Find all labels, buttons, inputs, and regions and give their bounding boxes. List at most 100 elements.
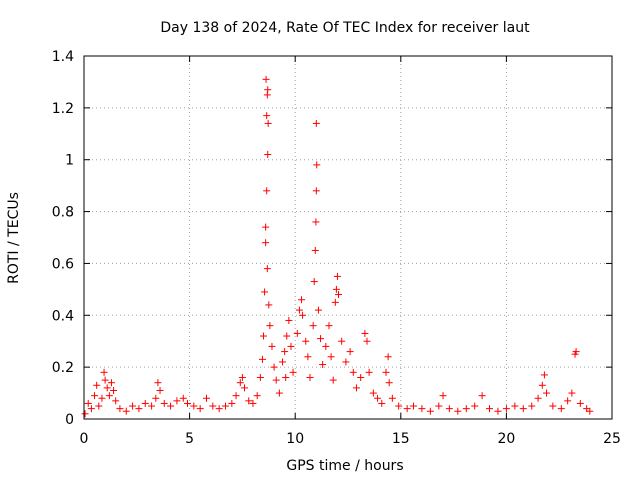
data-point bbox=[156, 386, 164, 394]
data-point bbox=[319, 361, 327, 369]
data-point bbox=[295, 306, 303, 314]
data-point bbox=[409, 402, 417, 410]
data-point bbox=[183, 399, 191, 407]
data-point bbox=[312, 218, 320, 226]
data-points bbox=[81, 75, 594, 418]
data-point bbox=[238, 374, 246, 382]
data-point bbox=[107, 379, 115, 387]
data-point bbox=[263, 187, 271, 195]
data-point bbox=[586, 407, 594, 415]
data-point bbox=[304, 353, 312, 361]
data-point bbox=[264, 119, 272, 127]
data-point bbox=[245, 397, 253, 405]
data-point bbox=[202, 394, 210, 402]
data-point bbox=[272, 376, 280, 384]
data-point bbox=[445, 405, 453, 413]
data-point bbox=[91, 392, 99, 400]
data-point bbox=[148, 402, 156, 410]
data-point bbox=[435, 402, 443, 410]
x-tick-label: 25 bbox=[603, 431, 621, 447]
data-point bbox=[232, 392, 240, 400]
x-tick-label: 15 bbox=[392, 431, 410, 447]
data-point bbox=[98, 394, 106, 402]
data-point bbox=[285, 316, 293, 324]
data-point bbox=[110, 386, 118, 394]
data-point bbox=[388, 394, 396, 402]
data-point bbox=[325, 322, 333, 330]
y-tick-label: 0.4 bbox=[52, 308, 74, 324]
data-point bbox=[281, 348, 289, 356]
data-point bbox=[534, 394, 542, 402]
data-point bbox=[222, 402, 230, 410]
data-point bbox=[310, 278, 318, 286]
data-point bbox=[135, 405, 143, 413]
plot-frame bbox=[83, 55, 613, 420]
data-point bbox=[236, 379, 244, 387]
data-point bbox=[262, 75, 270, 83]
data-point bbox=[299, 311, 307, 319]
data-point bbox=[486, 405, 494, 413]
data-point bbox=[196, 405, 204, 413]
y-tick-label: 1.2 bbox=[52, 101, 74, 117]
data-point bbox=[283, 332, 291, 340]
data-point bbox=[270, 363, 278, 371]
data-point bbox=[549, 402, 557, 410]
data-point bbox=[462, 405, 470, 413]
data-point bbox=[329, 376, 337, 384]
data-point bbox=[268, 342, 276, 350]
data-point bbox=[100, 368, 108, 376]
data-point bbox=[385, 379, 393, 387]
data-point bbox=[289, 368, 297, 376]
data-point bbox=[317, 335, 325, 343]
data-point bbox=[454, 407, 462, 415]
data-point bbox=[572, 348, 580, 356]
data-point bbox=[264, 86, 272, 94]
x-tick-label: 5 bbox=[185, 431, 194, 447]
data-point bbox=[363, 337, 371, 345]
data-point bbox=[87, 405, 95, 413]
data-point bbox=[262, 223, 270, 231]
data-point bbox=[378, 399, 386, 407]
data-point bbox=[263, 112, 271, 120]
data-point bbox=[502, 405, 510, 413]
data-point bbox=[346, 348, 354, 356]
data-point bbox=[540, 371, 548, 379]
data-point bbox=[265, 301, 273, 309]
x-axis-label: GPS time / hours bbox=[286, 458, 403, 474]
data-point bbox=[293, 329, 301, 337]
y-tick-label: 0 bbox=[65, 412, 74, 428]
axis-ticks: 0 5 10 15 20 25 0 0.2 0.4 0.6 0.8 1 1.2 1.4 bbox=[52, 49, 621, 447]
data-point bbox=[287, 342, 295, 350]
data-point bbox=[374, 394, 382, 402]
data-point bbox=[519, 405, 527, 413]
data-point bbox=[154, 379, 162, 387]
data-point bbox=[103, 384, 111, 392]
data-point bbox=[327, 353, 335, 361]
data-point bbox=[262, 239, 270, 247]
x-tick-label: 20 bbox=[497, 431, 515, 447]
data-point bbox=[471, 402, 479, 410]
data-point bbox=[334, 291, 342, 299]
data-point bbox=[314, 306, 322, 314]
data-point bbox=[543, 389, 551, 397]
data-point bbox=[369, 389, 377, 397]
data-point bbox=[312, 187, 320, 195]
data-point bbox=[528, 402, 536, 410]
data-point bbox=[101, 376, 109, 384]
data-point bbox=[228, 399, 236, 407]
data-point bbox=[93, 381, 101, 389]
y-axis-label: ROTI / TECUs bbox=[6, 192, 22, 284]
data-point bbox=[557, 405, 565, 413]
data-point bbox=[84, 399, 92, 407]
data-point bbox=[81, 410, 89, 418]
data-point bbox=[261, 288, 269, 296]
data-point bbox=[263, 265, 271, 273]
data-point bbox=[333, 272, 341, 280]
data-point bbox=[352, 384, 360, 392]
data-point bbox=[312, 119, 320, 127]
data-point bbox=[179, 394, 187, 402]
data-point bbox=[266, 322, 274, 330]
data-point bbox=[264, 151, 272, 159]
x-tick-label: 0 bbox=[80, 431, 89, 447]
